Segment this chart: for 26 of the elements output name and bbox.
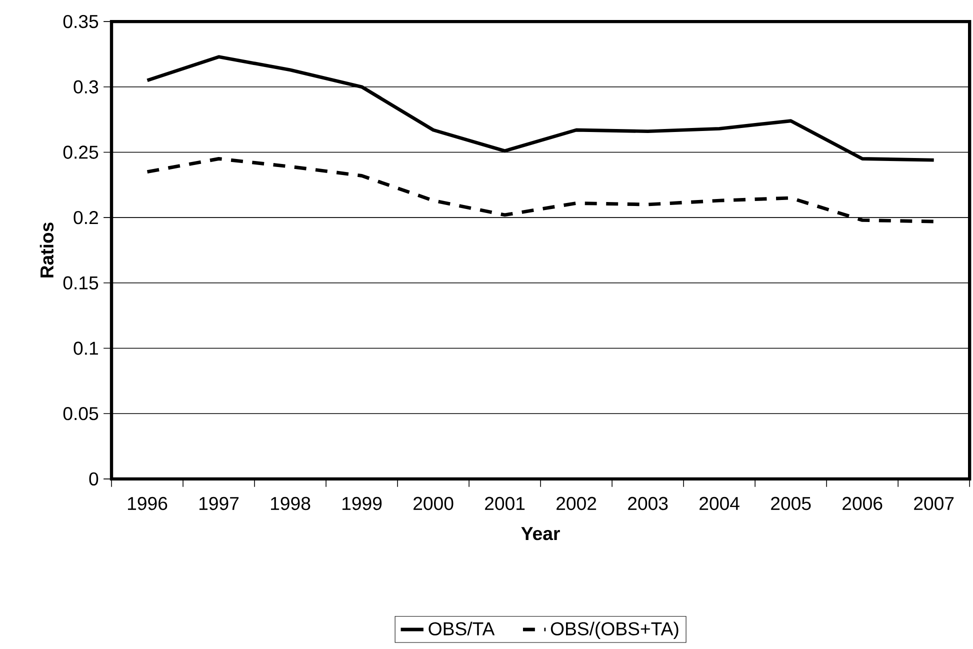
y-tick-label: 0.3 — [74, 80, 98, 94]
y-tick-label: 0.25 — [63, 146, 98, 159]
line-series — [146, 55, 936, 162]
x-tick-label: 1996 — [128, 496, 168, 510]
y-tick-label: 0.35 — [63, 14, 98, 28]
x-axis-title: Year — [521, 527, 560, 540]
legend-label: OBS/(OBS+TA) — [550, 622, 678, 640]
x-tick-label: 1997 — [200, 496, 239, 510]
x-tick-label: 2002 — [556, 496, 596, 510]
legend-label: OBS/TA — [428, 622, 495, 636]
y-tick-label: 0.15 — [63, 276, 98, 290]
line-series — [146, 157, 936, 224]
x-tick-label: 1998 — [271, 496, 310, 510]
x-tick-label: 2000 — [414, 496, 454, 510]
x-tick-label: 2007 — [914, 496, 954, 510]
y-axis-title: Ratios — [40, 222, 54, 278]
x-tick-label: 2005 — [771, 496, 811, 510]
x-tick-label: 2001 — [485, 496, 525, 510]
y-tick-label: 0 — [89, 472, 98, 486]
x-tick-label: 2003 — [628, 496, 668, 510]
x-tick-label: 2004 — [700, 496, 740, 510]
x-tick-label: 1999 — [342, 496, 382, 510]
y-tick-label: 0.2 — [74, 210, 98, 224]
y-tick-label: 0.05 — [63, 406, 98, 420]
x-tick-label: 2006 — [842, 496, 882, 510]
y-tick-label: 0.1 — [74, 342, 98, 355]
